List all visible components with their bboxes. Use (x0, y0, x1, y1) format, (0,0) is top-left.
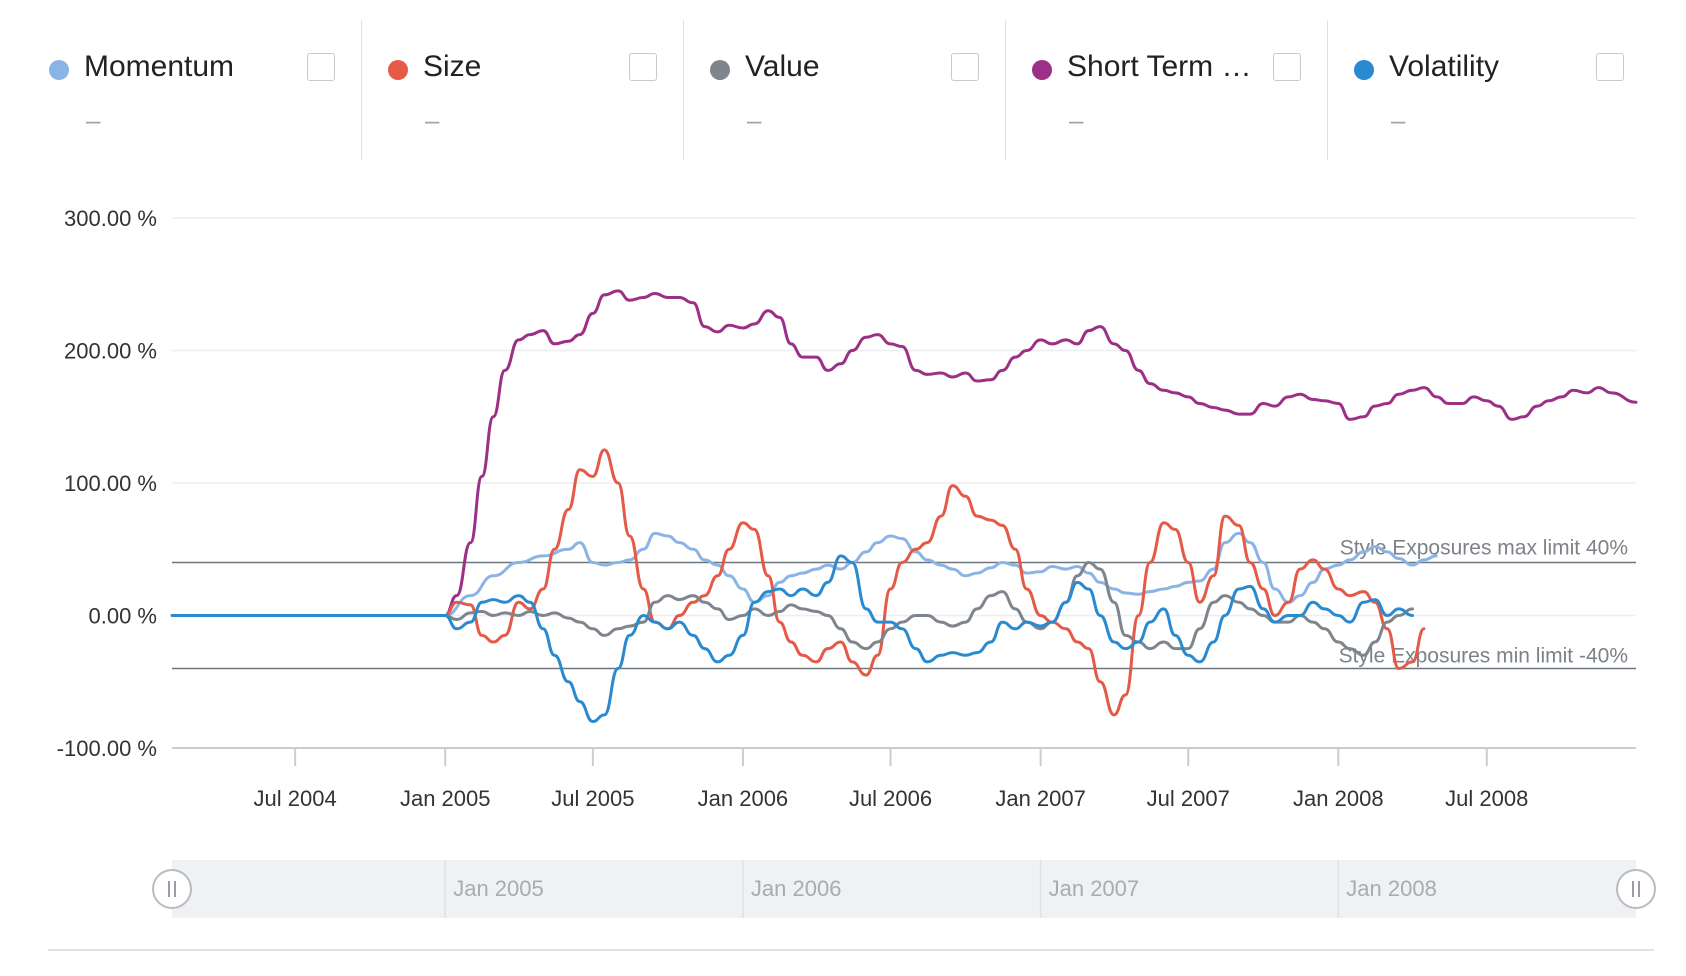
legend: Momentum – Size – Value – Short Term Rev… (40, 20, 1650, 160)
navigator-track[interactable] (172, 860, 1636, 918)
legend-dot-volatility (1354, 60, 1374, 80)
legend-checkbox-short-term-reversal[interactable] (1273, 53, 1301, 81)
y-tick-label: -100.00 % (57, 736, 157, 761)
x-tick-label: Jan 2008 (1293, 786, 1384, 811)
x-tick-label: Jan 2006 (698, 786, 789, 811)
navigator-handle-right[interactable] (1616, 869, 1656, 909)
x-tick-label: Jul 2005 (551, 786, 634, 811)
legend-dot-short-term-reversal (1032, 60, 1052, 80)
limit-label: Style Exposures max limit 40% (1340, 537, 1628, 560)
legend-value: – (1069, 105, 1084, 135)
x-axis: Jul 2004 Jan 2005 Jul 2005 Jan 2006 Jul 2006… (254, 748, 1528, 811)
y-tick-label: 300.00 % (64, 206, 157, 231)
series-line-momentum (443, 531, 1438, 617)
navigator-label: Jan 2007 (1049, 876, 1140, 901)
navigator[interactable]: Jan 2005 Jan 2006 Jan 2007 Jan 2008 (152, 860, 1656, 918)
x-tick-label: Jul 2007 (1147, 786, 1230, 811)
legend-checkbox-value[interactable] (951, 53, 979, 81)
y-tick-label: 0.00 % (89, 604, 158, 629)
legend-dot-momentum (49, 60, 69, 80)
legend-checkbox-size[interactable] (629, 53, 657, 81)
navigator-label: Jan 2005 (453, 876, 544, 901)
series-line-value (443, 561, 1414, 657)
legend-checkbox-volatility[interactable] (1596, 53, 1624, 81)
legend-item-short-term-reversal[interactable]: Short Term Reversal – (1006, 20, 1328, 160)
x-tick-label: Jul 2004 (254, 786, 337, 811)
legend-value: – (86, 105, 101, 135)
legend-value: – (425, 105, 440, 135)
legend-item-size[interactable]: Size – (362, 20, 684, 160)
x-tick-label: Jul 2008 (1445, 786, 1528, 811)
legend-value: – (747, 105, 762, 135)
navigator-label: Jan 2008 (1346, 876, 1437, 901)
legend-dot-size (388, 60, 408, 80)
series-line-size (443, 448, 1426, 717)
x-tick-label: Jan 2005 (400, 786, 491, 811)
x-tick-label: Jan 2007 (995, 786, 1086, 811)
series-lines (170, 289, 1638, 723)
x-tick-label: Jul 2006 (849, 786, 932, 811)
y-tick-label: 200.00 % (64, 339, 157, 364)
navigator-handle-left[interactable] (152, 869, 192, 909)
y-axis: 300.00 % 200.00 % 100.00 % 0.00 % -100.00 % (57, 206, 157, 761)
navigator-label: Jan 2006 (751, 876, 842, 901)
legend-value: – (1391, 105, 1406, 135)
limit-label: Style Exposures min limit -40% (1339, 645, 1628, 668)
series-line-short-term-reversal (443, 289, 1638, 617)
legend-checkbox-momentum[interactable] (307, 53, 335, 81)
legend-dot-value (710, 60, 730, 80)
legend-item-momentum[interactable]: Momentum – (40, 20, 362, 160)
legend-item-volatility[interactable]: Volatility – (1328, 20, 1650, 160)
y-tick-label: 100.00 % (64, 471, 157, 496)
legend-item-value[interactable]: Value – (684, 20, 1006, 160)
series-line-volatility (170, 554, 1414, 723)
